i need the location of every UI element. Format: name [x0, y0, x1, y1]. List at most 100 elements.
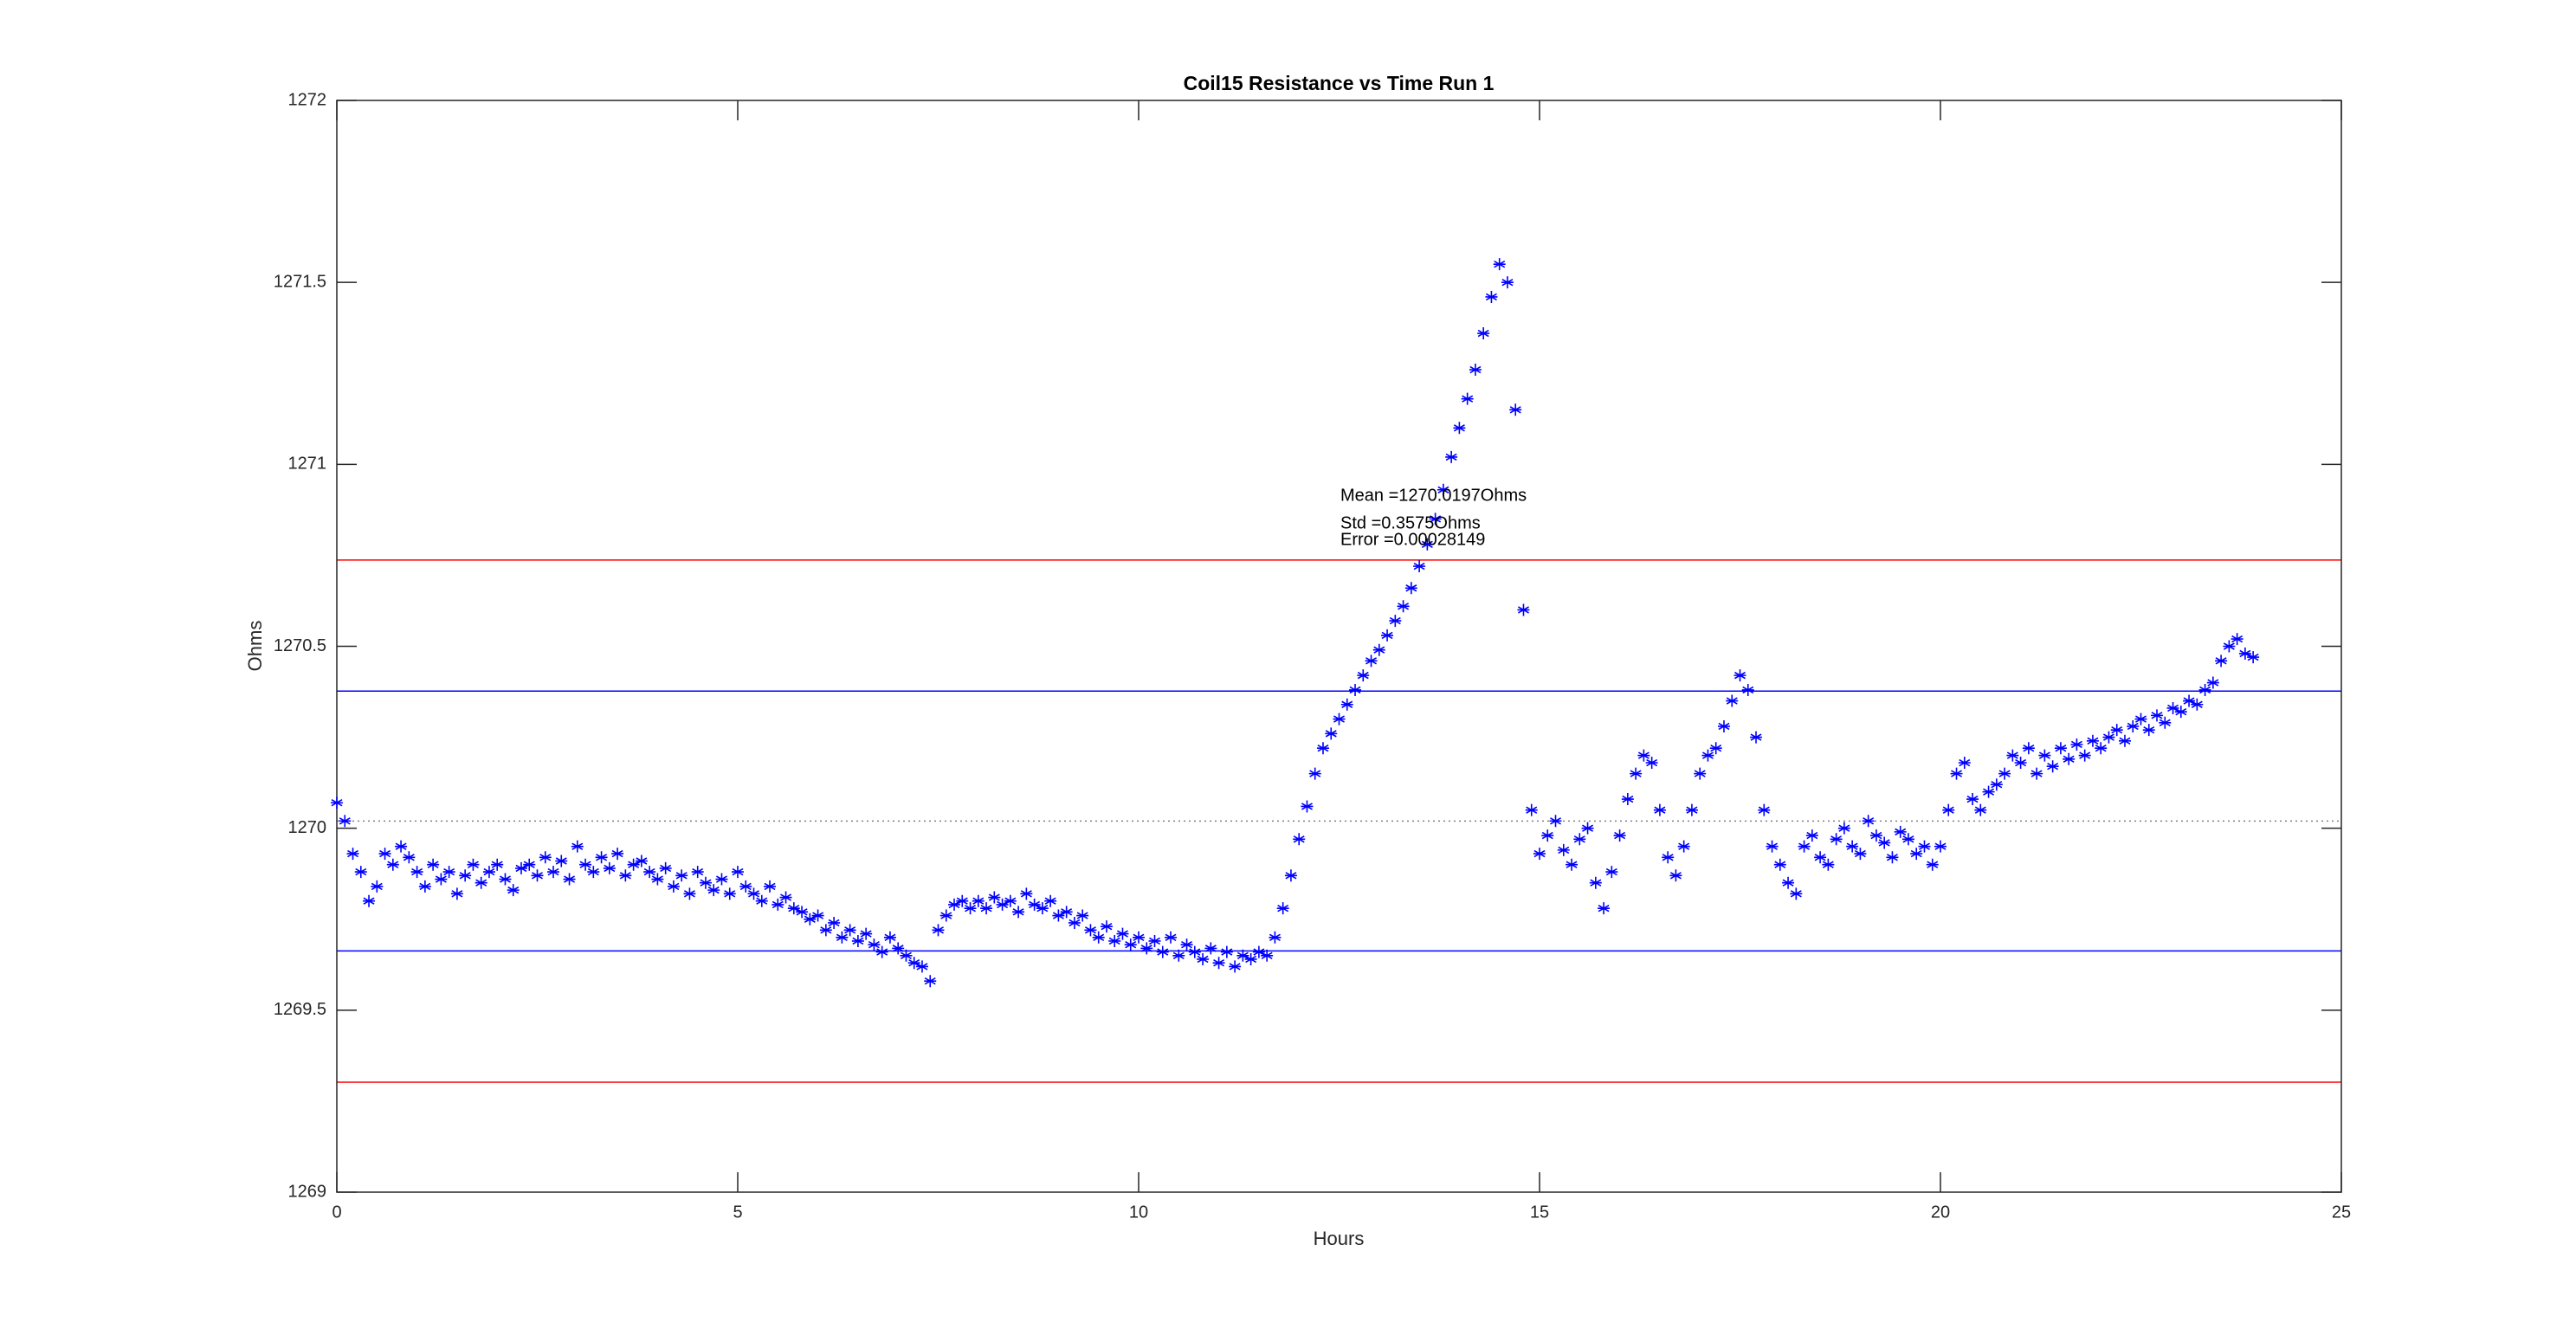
- data-point: [1677, 840, 1690, 853]
- data-point: [988, 891, 1001, 904]
- data-point: [2174, 706, 2187, 719]
- data-point: [1076, 909, 1089, 922]
- data-point: [1389, 615, 1402, 628]
- data-point: [491, 858, 504, 871]
- data-point: [836, 931, 849, 944]
- data-point: [1950, 767, 1963, 780]
- data-point: [1621, 793, 1634, 806]
- data-point: [1541, 829, 1554, 842]
- data-point: [779, 891, 792, 904]
- data-point: [1188, 945, 1201, 958]
- data-point: [1910, 848, 1923, 861]
- y-tick-label: 1271: [288, 455, 327, 474]
- data-point: [1645, 757, 1658, 770]
- data-point: [659, 861, 672, 874]
- data-point: [1477, 327, 1490, 340]
- data-point: [972, 894, 985, 907]
- data-point: [499, 873, 512, 886]
- data-point: [1669, 869, 1682, 882]
- data-point: [1966, 793, 1979, 806]
- data-point: [1630, 767, 1643, 780]
- data-point: [892, 942, 905, 955]
- data-point: [1108, 934, 1121, 947]
- data-point: [1413, 560, 1426, 573]
- data-point: [2247, 651, 2260, 664]
- data-point: [339, 815, 352, 828]
- data-point: [1918, 840, 1931, 853]
- data-point: [579, 858, 592, 871]
- data-point: [1028, 898, 1041, 911]
- data-point: [2151, 709, 2164, 722]
- data-point: [1116, 927, 1129, 940]
- data-point: [2095, 742, 2108, 755]
- data-point: [1461, 392, 1474, 405]
- data-point: [1293, 833, 1306, 846]
- data-point: [1549, 815, 1562, 828]
- data-point: [868, 938, 881, 951]
- data-point: [2198, 683, 2211, 696]
- data-point: [354, 866, 367, 879]
- data-point: [1589, 876, 1602, 889]
- data-point: [651, 873, 664, 886]
- data-point: [1741, 683, 1754, 696]
- data-point: [860, 927, 873, 940]
- data-point: [635, 855, 648, 867]
- data-point: [715, 873, 728, 886]
- data-point: [2038, 749, 2051, 762]
- data-point: [828, 916, 841, 929]
- data-point: [531, 869, 544, 882]
- data-point: [1901, 833, 1914, 846]
- data-point: [1092, 931, 1105, 944]
- data-point: [595, 851, 608, 864]
- data-point: [1758, 803, 1771, 816]
- data-point: [1926, 858, 1939, 871]
- data-point: [948, 898, 961, 911]
- x-tick-label: 25: [2332, 1203, 2351, 1222]
- x-tick-label: 0: [332, 1203, 341, 1222]
- data-point: [523, 858, 536, 871]
- y-tick-label: 1271.5: [274, 272, 326, 291]
- data-point: [1276, 902, 1289, 915]
- data-point: [1694, 767, 1707, 780]
- data-point: [2102, 731, 2115, 744]
- data-point: [1613, 829, 1626, 842]
- data-point: [1204, 942, 1217, 955]
- data-point: [1365, 655, 1378, 668]
- data-point: [475, 876, 487, 889]
- data-point: [619, 869, 632, 882]
- data-point: [627, 858, 640, 871]
- data-point: [467, 858, 480, 871]
- data-point: [1445, 450, 1458, 463]
- data-point: [1958, 757, 1971, 770]
- data-point: [1525, 803, 1538, 816]
- data-point: [1068, 916, 1081, 929]
- data-point: [1316, 742, 1329, 755]
- data-point: [2223, 640, 2236, 653]
- data-point: [507, 884, 520, 897]
- data-point: [1509, 403, 1522, 416]
- data-point: [747, 887, 760, 900]
- data-point: [2046, 760, 2059, 773]
- data-point: [1846, 840, 1859, 853]
- data-point: [811, 909, 824, 922]
- data-point: [764, 880, 777, 893]
- data-point: [924, 975, 937, 988]
- data-point: [667, 880, 680, 893]
- data-point: [1717, 719, 1730, 732]
- data-point: [386, 858, 399, 871]
- data-point: [1244, 952, 1257, 965]
- data-point: [956, 894, 969, 907]
- data-point: [2134, 713, 2147, 726]
- chart-title: Coil15 Resistance vs Time Run 1: [1184, 72, 1495, 94]
- data-point: [1934, 840, 1947, 853]
- data-point: [1165, 931, 1178, 944]
- x-tick-label: 20: [1931, 1203, 1950, 1222]
- data-point: [435, 873, 448, 886]
- data-point: [683, 887, 696, 900]
- data-point: [1982, 785, 1995, 798]
- data-point: [980, 902, 993, 915]
- data-point: [346, 848, 359, 861]
- data-point: [1357, 669, 1370, 682]
- data-point: [1798, 840, 1811, 853]
- data-point: [1974, 803, 1987, 816]
